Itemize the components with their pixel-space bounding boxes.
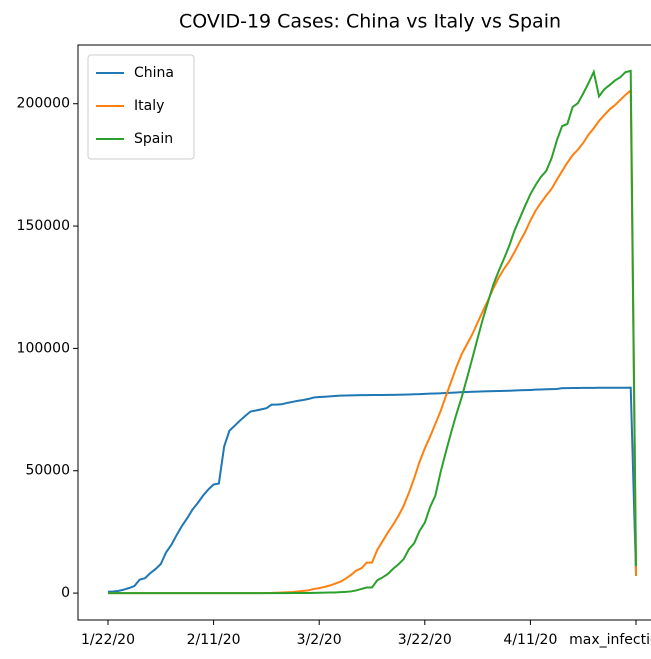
x-tick-label: 4/11/20 (503, 632, 557, 648)
legend-label: China (134, 65, 174, 81)
plot-frame (77, 44, 651, 621)
x-tick-label: max_infection_rate (569, 632, 651, 648)
x-tick-label: 2/11/20 (187, 632, 241, 648)
chart-title: COVID-19 Cases: China vs Italy vs Spain (179, 11, 561, 33)
x-tick-label: 3/22/20 (398, 632, 452, 648)
x-tick-label: 3/2/20 (297, 632, 342, 648)
series-line (107, 386, 637, 593)
y-tick-label: 0 (61, 585, 70, 601)
y-tick-label: 200000 (17, 96, 70, 112)
y-tick-label: 100000 (17, 340, 70, 356)
y-tick-label: 150000 (17, 218, 70, 234)
x-tick-label: 1/22/20 (81, 632, 135, 648)
legend-box (87, 54, 195, 160)
legend-label: Italy (134, 98, 164, 114)
legend-label: Spain (134, 131, 173, 147)
series-line (108, 68, 637, 595)
y-tick-label: 50000 (25, 463, 70, 479)
